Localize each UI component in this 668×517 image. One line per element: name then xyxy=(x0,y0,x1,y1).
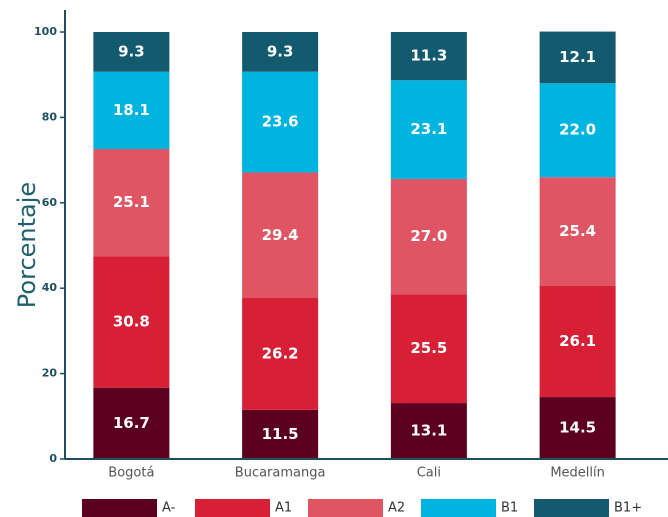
legend-swatch xyxy=(195,499,270,517)
value-label: 25.5 xyxy=(410,339,447,357)
value-label: 29.4 xyxy=(262,226,299,244)
bar-segment xyxy=(93,256,170,388)
y-tick-label: 80 xyxy=(42,110,58,123)
value-label: 23.1 xyxy=(410,120,447,138)
legend-swatch xyxy=(421,499,496,517)
y-tick-label: 0 xyxy=(49,452,57,465)
bar-segment xyxy=(539,31,616,84)
value-label: 26.1 xyxy=(559,332,596,350)
bar-segment xyxy=(242,298,319,410)
bar-segment xyxy=(539,397,616,459)
value-label: 11.5 xyxy=(262,425,299,443)
legend-label: A- xyxy=(162,501,176,516)
value-label: 18.1 xyxy=(113,101,150,119)
bar-segment xyxy=(93,32,170,72)
bar-segment xyxy=(539,285,616,398)
legend-label: B1+ xyxy=(614,501,642,516)
value-label: 30.8 xyxy=(113,312,150,330)
x-tick-label: Medellín xyxy=(550,466,605,481)
y-tick-label: 60 xyxy=(42,196,58,209)
bar-segment xyxy=(242,71,319,173)
value-label: 14.5 xyxy=(559,419,596,437)
value-label: 26.2 xyxy=(262,344,299,362)
value-label: 12.1 xyxy=(559,48,596,66)
bar-segment xyxy=(93,148,170,257)
value-label: 23.6 xyxy=(262,113,299,131)
legend-swatch xyxy=(82,499,157,517)
bar-segment xyxy=(390,403,467,459)
x-tick-label: Cali xyxy=(417,466,441,481)
bar-segment xyxy=(390,294,467,404)
value-label: 9.3 xyxy=(267,42,294,60)
bar-segment xyxy=(242,409,319,459)
bar-segment xyxy=(390,80,467,179)
y-tick-label: 100 xyxy=(34,25,57,38)
legend-label: B1 xyxy=(501,501,518,516)
bar-segment xyxy=(539,177,616,286)
legend-swatch xyxy=(534,499,609,517)
value-label: 25.1 xyxy=(113,193,150,211)
value-label: 16.7 xyxy=(113,414,150,432)
legend-swatch xyxy=(308,499,383,517)
bar-segment xyxy=(93,71,170,149)
value-label: 22.0 xyxy=(559,121,596,139)
bar-segment xyxy=(242,172,319,299)
value-label: 25.4 xyxy=(559,222,596,240)
y-tick-label: 20 xyxy=(42,367,58,380)
y-axis-label: Porcentaje xyxy=(13,182,41,308)
legend-label: A2 xyxy=(388,501,405,516)
bar-segment xyxy=(93,387,170,459)
bar-segment xyxy=(539,83,616,178)
bar-segment xyxy=(242,32,319,72)
y-tick-label: 40 xyxy=(42,281,58,294)
bar-segment xyxy=(390,32,467,81)
x-tick-label: Bogotá xyxy=(108,466,154,481)
value-label: 11.3 xyxy=(410,47,447,65)
bar-segment xyxy=(390,178,467,295)
value-label: 27.0 xyxy=(410,227,447,245)
legend-label: A1 xyxy=(275,501,292,516)
x-tick-label: Bucaramanga xyxy=(235,466,326,481)
value-label: 13.1 xyxy=(410,422,447,440)
value-label: 9.3 xyxy=(118,42,145,60)
